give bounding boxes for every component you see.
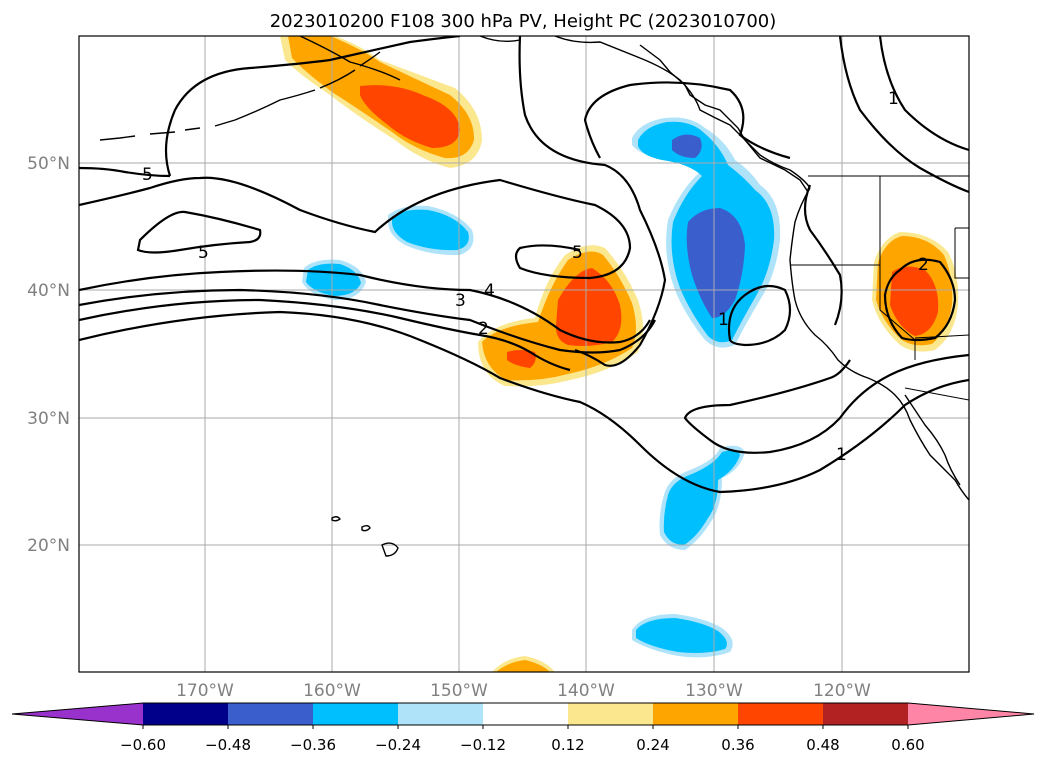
lon-label-150w: 150°W [430, 681, 488, 701]
lon-label-160w: 160°W [303, 681, 361, 701]
colorbar-swatch [143, 703, 228, 725]
colorbar-extend-max [908, 703, 1034, 725]
pv-anomaly-west-coast-core [890, 266, 939, 336]
hawaii-island [381, 542, 399, 557]
colorbar-tick-label: −0.12 [460, 736, 506, 754]
coastline-baja [904, 394, 961, 486]
contour-5-small [136, 210, 262, 254]
contour-label-1-south: 1 [836, 445, 847, 465]
coastline-bc [639, 44, 809, 193]
plot-title: 2023010200 F108 300 hPa PV, Height PC (2… [270, 11, 777, 32]
coastlines [99, 36, 969, 557]
colorbar-swatch [483, 703, 568, 725]
contour-label-2-west-coast: 2 [918, 255, 929, 275]
boundaries [790, 175, 969, 401]
pv-anomaly-subtropic-mid [663, 450, 740, 545]
contour-3 [79, 288, 656, 354]
lat-label-50n: 50°N [27, 154, 70, 174]
contour-label-5-loop: 5 [572, 243, 583, 263]
latitude-labels: 50°N 40°N 30°N 20°N [27, 154, 70, 556]
colorbar-tick-label: −0.60 [120, 736, 166, 754]
contour-1-north [838, 36, 969, 194]
colorbar-tick-label: 0.60 [891, 736, 924, 754]
contour-5-north [79, 36, 461, 178]
colorbar-swatch [398, 703, 483, 725]
colorbar-swatch [823, 703, 908, 725]
boundary-arizona [914, 334, 969, 339]
pv-anomaly-alaska-core [360, 85, 460, 148]
lat-label-20n: 20°N [27, 536, 70, 556]
colorbar-swatch [653, 703, 738, 725]
contour-2 [79, 298, 571, 372]
contour-1-west-coast [883, 258, 957, 342]
map-panel: 5 5 5 4 3 2 1 1 1 2 [79, 36, 969, 672]
contour-5-gulf [583, 81, 791, 160]
contour-label-5-small: 5 [198, 243, 209, 263]
colorbar-tick-label: 0.12 [551, 736, 584, 754]
hawaii-island-oahu [361, 525, 371, 532]
contour-1-trough [683, 353, 969, 454]
height-contours [79, 36, 969, 494]
pv-anomaly-tropic-mid [636, 618, 727, 653]
contour-label-3: 3 [455, 291, 466, 311]
coastline-us-west [789, 187, 969, 501]
lat-label-40n: 40°N [27, 281, 70, 301]
contour-label-2: 2 [478, 319, 489, 339]
contour-1-closed [727, 284, 792, 347]
coastline-alaska-south [479, 36, 811, 189]
colorbar-swatch [228, 703, 313, 725]
colorbar-swatch [568, 703, 653, 725]
colorbar-tick-label: 0.48 [806, 736, 839, 754]
colorbar-tick-label: 0.24 [636, 736, 669, 754]
colorbar: −0.60 −0.48 −0.36 −0.24 −0.12 0.12 0.24 0.36 0.4… [11, 702, 1035, 754]
lon-label-130w: 130°W [685, 681, 743, 701]
contour-1-south [79, 310, 969, 494]
colorbar-tick-label: 0.36 [721, 736, 754, 754]
contour-label-1-north: 1 [888, 89, 899, 109]
boundary-ca-nv [879, 265, 916, 360]
boundary-utah [954, 227, 969, 279]
contour-4 [79, 269, 651, 344]
pv-anomaly-central-core [555, 268, 622, 346]
colorbar-tick-label: −0.48 [205, 736, 251, 754]
lat-label-30n: 30°N [27, 409, 70, 429]
lon-label-140w: 140°W [557, 681, 615, 701]
contour-5-ridge [518, 36, 667, 367]
contour-label-5-west: 5 [142, 165, 153, 185]
lon-label-120w: 120°W [813, 681, 871, 701]
boundary-us-mexico [904, 387, 969, 401]
lon-label-170w: 170°W [176, 681, 234, 701]
contour-labels: 5 5 5 4 3 2 1 1 1 2 [142, 89, 929, 465]
pv-anomaly-south-mid [496, 660, 550, 672]
contour-1-coast [803, 184, 843, 326]
contour-label-4: 4 [484, 281, 495, 301]
pv-anomaly-central-core2 [507, 350, 536, 368]
longitude-labels: 170°W 160°W 150°W 140°W 130°W 120°W [176, 681, 871, 701]
contour-label-1-closed: 1 [718, 310, 729, 330]
colorbar-tick-label: −0.24 [375, 736, 421, 754]
pv-anomaly-north-pacific-mid [392, 209, 469, 251]
map-frame [78, 35, 970, 673]
colorbar-swatch [738, 703, 823, 725]
colorbar-tick-label: −0.36 [290, 736, 336, 754]
colorbar-extend-min [12, 703, 143, 725]
pv-anomaly-gulf-core [672, 134, 702, 158]
hawaii-island-kauai [331, 516, 341, 522]
coastline-alaska [99, 36, 401, 141]
contour-1-east [878, 36, 969, 152]
colorbar-swatch [313, 703, 398, 725]
contour-5-loop [79, 176, 632, 280]
